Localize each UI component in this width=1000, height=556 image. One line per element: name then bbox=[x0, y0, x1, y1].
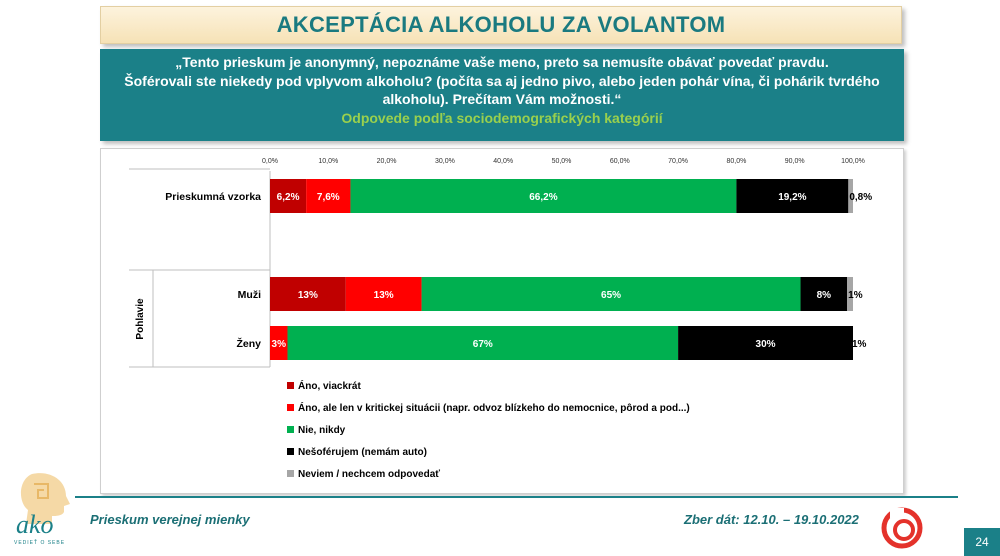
data-label: 1% bbox=[848, 290, 863, 301]
bar-segment bbox=[736, 179, 849, 213]
x-tick-label: 60,0% bbox=[610, 158, 630, 165]
data-label: 1% bbox=[852, 339, 867, 350]
bar-segment bbox=[678, 326, 853, 360]
data-label: 8% bbox=[817, 290, 832, 301]
legend-swatch bbox=[287, 404, 294, 411]
ako-head-icon bbox=[20, 473, 70, 524]
bar-segment bbox=[287, 326, 679, 360]
legend-swatch bbox=[287, 426, 294, 433]
data-label: 0,8% bbox=[849, 192, 872, 203]
data-label: 3% bbox=[272, 339, 287, 350]
page-number: 24 bbox=[964, 528, 1000, 556]
bar-segment bbox=[847, 277, 853, 311]
x-tick-label: 40,0% bbox=[493, 158, 513, 165]
data-label: 66,2% bbox=[529, 192, 557, 203]
data-label: 13% bbox=[298, 290, 318, 301]
data-label: 7,6% bbox=[317, 192, 340, 203]
legend-label: Nie, nikdy bbox=[298, 425, 346, 436]
title-banner: AKCEPTÁCIA ALKOHOLU ZA VOLANTOM bbox=[100, 6, 902, 44]
footer-divider bbox=[75, 496, 958, 498]
x-tick-label: 90,0% bbox=[785, 158, 805, 165]
data-label: 30% bbox=[756, 339, 776, 350]
legend-label: Áno, viackrát bbox=[298, 379, 361, 392]
x-tick-label: 70,0% bbox=[668, 158, 688, 165]
bar-segment bbox=[345, 277, 422, 311]
bar-segment bbox=[306, 179, 351, 213]
category-label: Prieskumná vzorka bbox=[165, 191, 261, 203]
category-label: Muži bbox=[238, 289, 261, 301]
bar-segment bbox=[350, 179, 737, 213]
x-tick-label: 50,0% bbox=[552, 158, 572, 165]
legend-swatch bbox=[287, 382, 294, 389]
legend-swatch bbox=[287, 470, 294, 477]
chart-frame: 0,0% 10,0% 20,0% 30,0% 40,0% 50,0% 60,0% 70,0% 8… bbox=[100, 148, 904, 494]
x-tick-label: 20,0% bbox=[377, 158, 397, 165]
stacked-bar-chart: 0,0% 10,0% 20,0% 30,0% 40,0% 50,0% 60,0% 70,0% 8… bbox=[129, 158, 872, 480]
data-label: 65% bbox=[601, 290, 621, 301]
footer-survey-label: Prieskum verejnej mienky bbox=[90, 512, 250, 527]
legend-label: Nešoférujem (nemám auto) bbox=[298, 447, 427, 458]
category-label: Ženy bbox=[236, 337, 261, 350]
question-line-1: „Tento prieskum je anonymný, nepoznáme v… bbox=[175, 54, 829, 70]
bar-segment bbox=[270, 179, 307, 213]
question-line-3: alkoholu). Prečítam Vám možnosti.“ bbox=[382, 91, 622, 107]
bar-segment bbox=[421, 277, 801, 311]
question-panel: „Tento prieskum je anonymný, nepoznáme v… bbox=[100, 49, 904, 141]
data-label: 19,2% bbox=[778, 192, 806, 203]
group-label: Pohlavie bbox=[135, 298, 146, 340]
data-label: 6,2% bbox=[277, 192, 300, 203]
footer-date-range: Zber dát: 12.10. – 19.10.2022 bbox=[684, 512, 859, 527]
x-tick-label: 10,0% bbox=[318, 158, 338, 165]
logo-wordmark: ako bbox=[16, 510, 54, 539]
legend-label: Neviem / nechcem odpovedať bbox=[298, 469, 440, 480]
data-label: 67% bbox=[473, 339, 493, 350]
logo-tagline: VEDIEŤ O SEBE bbox=[14, 540, 66, 546]
bar-segment bbox=[270, 277, 346, 311]
bar-segment bbox=[270, 326, 288, 360]
bar-segment bbox=[848, 179, 853, 213]
data-label: 13% bbox=[374, 290, 394, 301]
x-tick-label: 0,0% bbox=[262, 158, 278, 165]
question-subtitle: Odpovede podľa sociodemografických kateg… bbox=[341, 109, 663, 126]
bar-segment bbox=[800, 277, 848, 311]
spiral-logo-icon bbox=[881, 507, 923, 549]
x-tick-label: 30,0% bbox=[435, 158, 455, 165]
x-tick-label: 80,0% bbox=[726, 158, 746, 165]
page-title: AKCEPTÁCIA ALKOHOLU ZA VOLANTOM bbox=[276, 12, 726, 37]
question-line-2: Šoférovali ste niekedy pod vplyvom alkoh… bbox=[124, 72, 880, 89]
legend-label: Áno, ale len v kritickej situácii (napr.… bbox=[298, 401, 690, 414]
x-tick-label: 100,0% bbox=[841, 158, 865, 165]
legend-swatch bbox=[287, 448, 294, 455]
